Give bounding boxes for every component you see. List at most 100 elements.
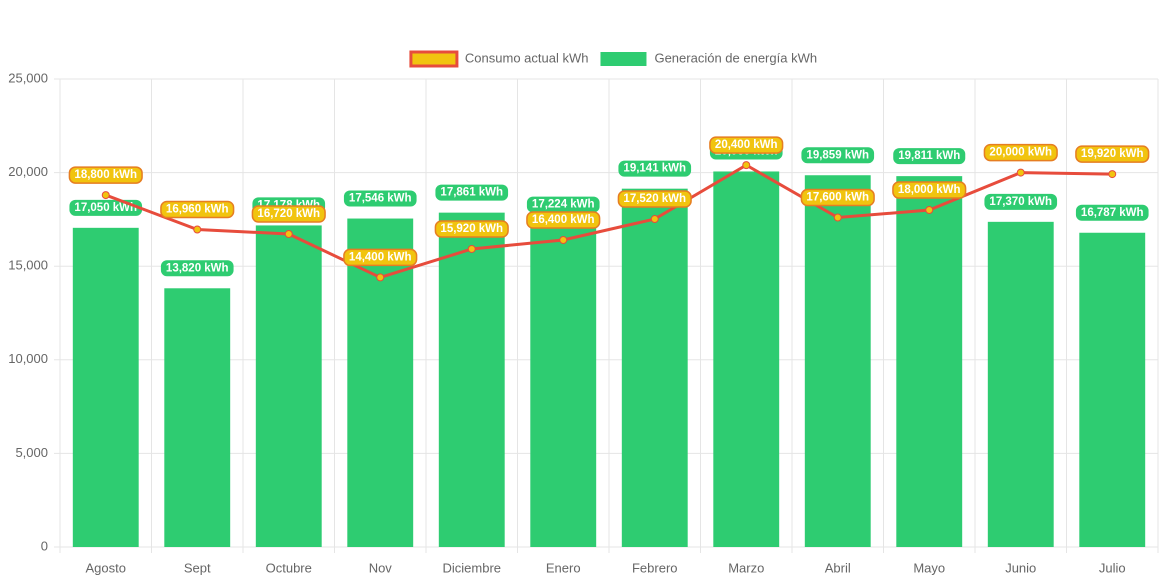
bar <box>896 176 963 548</box>
data-label: 17,520 kWh <box>617 190 692 208</box>
data-label-box <box>526 196 600 213</box>
data-label-text: 18,800 kWh <box>74 169 137 181</box>
line-point <box>650 215 659 224</box>
data-label-box <box>984 193 1058 210</box>
data-label: 19,859 kWh <box>801 147 875 164</box>
data-label-box <box>617 190 692 208</box>
bar <box>804 175 871 548</box>
data-label-box <box>800 188 875 207</box>
data-label: 17,600 kWh <box>800 188 875 207</box>
line-point <box>559 235 568 244</box>
y-tick-label: 10,000 <box>8 351 48 366</box>
data-label-text: 14,400 kWh <box>349 251 412 263</box>
x-tick-label: Enero <box>546 560 581 575</box>
data-label: 19,141 kWh <box>618 160 692 177</box>
line-point <box>1108 170 1117 179</box>
data-label: 19,920 kWh <box>1075 145 1150 163</box>
x-tick-label: Marzo <box>728 560 764 575</box>
data-label: 17,050 kWh <box>69 199 143 216</box>
data-label-box <box>893 148 966 165</box>
data-label-box <box>434 220 509 238</box>
bar <box>255 225 322 547</box>
data-label-text: 17,520 kWh <box>623 193 686 205</box>
data-label-text: 15,920 kWh <box>440 223 503 235</box>
data-label-text: 20,400 kWh <box>715 139 778 151</box>
data-label-box <box>68 166 143 184</box>
data-label-text: 17,861 kWh <box>440 187 503 199</box>
data-label-text: 19,811 kWh <box>898 150 960 162</box>
data-label-box <box>69 199 143 216</box>
data-label-text: 19,859 kWh <box>806 149 869 161</box>
data-label: 19,811 kWh <box>893 148 966 165</box>
x-tick-label: Julio <box>1099 560 1126 575</box>
data-label: 18,800 kWh <box>68 166 143 184</box>
data-label-text: 18,000 kWh <box>898 184 961 196</box>
line-point <box>284 230 293 239</box>
data-label-text: 19,141 kWh <box>623 163 686 175</box>
x-tick-label: Octubre <box>266 560 312 575</box>
data-label: 15,920 kWh <box>434 220 509 238</box>
x-tick-label: Junio <box>1005 560 1036 575</box>
data-label-box <box>343 248 418 267</box>
line-point <box>833 213 842 222</box>
data-label-box <box>251 205 326 223</box>
data-label-text: 16,960 kWh <box>166 204 229 216</box>
x-tick-label: Febrero <box>632 560 678 575</box>
legend-label: Consumo actual kWh <box>465 50 589 65</box>
data-label-text: 17,224 kWh <box>532 199 595 211</box>
data-label-box <box>892 181 967 199</box>
x-tick-label: Mayo <box>913 560 945 575</box>
bar <box>164 288 231 547</box>
y-tick-label: 20,000 <box>8 164 48 179</box>
data-label-text: 17,370 kWh <box>989 196 1052 208</box>
data-label-text: 20,000 kWh <box>989 147 1052 159</box>
data-label-box <box>983 143 1058 162</box>
bar <box>72 227 139 547</box>
data-label: 14,400 kWh <box>343 248 418 267</box>
data-label-box <box>160 260 234 277</box>
data-label-box <box>618 160 692 177</box>
data-label-box <box>435 184 509 201</box>
data-label-text: 16,720 kWh <box>257 208 320 220</box>
data-label-text: 16,787 kWh <box>1081 207 1144 219</box>
x-tick-label: Agosto <box>86 560 126 575</box>
data-label: 20,400 kWh <box>709 136 784 154</box>
data-label: 16,960 kWh <box>160 200 235 219</box>
data-label-text: 17,600 kWh <box>806 192 869 204</box>
data-label-box <box>526 211 601 229</box>
data-label: 16,720 kWh <box>251 205 326 223</box>
line <box>105 163 1113 280</box>
line-point <box>1016 168 1025 177</box>
bar <box>713 171 780 547</box>
data-label-text: 16,400 kWh <box>532 214 595 226</box>
data-label: 16,787 kWh <box>1075 204 1149 221</box>
line-point <box>101 191 110 200</box>
x-tick-label: Abril <box>825 560 851 575</box>
data-label: 13,820 kWh <box>160 260 234 277</box>
legend-label: Generación de energía kWh <box>654 50 817 65</box>
data-label-box <box>1075 145 1150 163</box>
data-label-box <box>801 147 875 164</box>
y-tick-label: 5,000 <box>15 445 48 460</box>
data-label: 17,224 kWh <box>526 196 600 213</box>
x-tick-label: Nov <box>369 560 393 575</box>
line-point <box>376 273 385 282</box>
x-tick-label: Diciembre <box>442 560 501 575</box>
data-label-text: 19,920 kWh <box>1081 148 1144 160</box>
bar <box>347 218 414 547</box>
bar <box>530 224 597 548</box>
bar <box>438 212 505 547</box>
data-label: 17,861 kWh <box>435 184 509 201</box>
bar <box>987 221 1054 547</box>
y-tick-label: 25,000 <box>8 70 48 85</box>
y-tick-label: 15,000 <box>8 258 48 273</box>
data-label-box <box>1075 204 1149 221</box>
data-label: 17,370 kWh <box>984 193 1058 210</box>
y-tick-label: 0 <box>41 538 48 553</box>
data-label: 17,546 kWh <box>343 190 417 207</box>
data-label: 20,000 kWh <box>983 143 1058 162</box>
data-label-text: 17,546 kWh <box>349 193 412 205</box>
data-label-box <box>343 190 417 207</box>
legend-swatch <box>600 52 647 66</box>
